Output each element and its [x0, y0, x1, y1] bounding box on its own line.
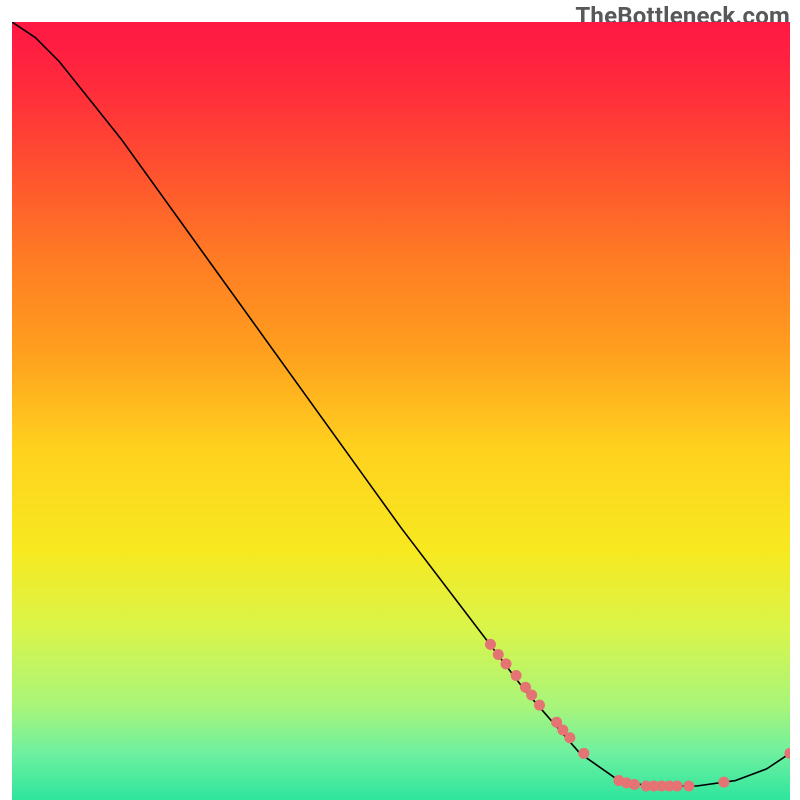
scatter-point [526, 689, 537, 700]
scatter-point [511, 670, 522, 681]
scatter-point [493, 649, 504, 660]
scatter-point [672, 781, 683, 792]
scatter-point [564, 732, 575, 743]
scatter-point [534, 700, 545, 711]
scatter-point [578, 748, 589, 759]
chart-container: TheBottleneck.com [0, 0, 800, 800]
scatter-point [718, 777, 729, 788]
chart-background [12, 22, 790, 800]
bottleneck-curve-chart [12, 22, 790, 800]
scatter-point [485, 639, 496, 650]
scatter-point [629, 779, 640, 790]
scatter-point [683, 781, 694, 792]
scatter-point [501, 658, 512, 669]
